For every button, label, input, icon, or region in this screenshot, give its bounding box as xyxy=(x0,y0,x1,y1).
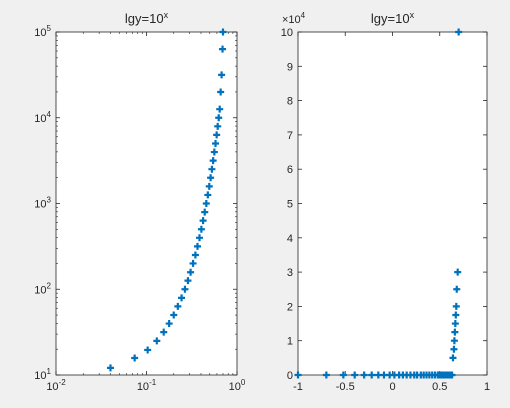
data-point xyxy=(144,346,152,354)
data-point xyxy=(217,88,225,96)
data-point xyxy=(219,28,227,36)
data-point xyxy=(204,191,212,199)
chart-title: lgy=10x xyxy=(371,10,415,26)
y-tick-label: 8 xyxy=(287,96,293,108)
data-point xyxy=(339,371,347,379)
data-point xyxy=(207,174,215,182)
data-point xyxy=(451,328,459,336)
data-point xyxy=(197,225,205,233)
x-tick-label: -0.5 xyxy=(336,381,355,393)
y-tick-label: 1 xyxy=(287,336,293,348)
x-tick-label: 0.5 xyxy=(432,381,447,393)
y-tick-label: 10 xyxy=(281,27,293,39)
y-tick-label: 0 xyxy=(287,370,293,382)
data-point xyxy=(212,139,220,147)
data-point xyxy=(187,268,195,276)
data-point xyxy=(216,105,224,113)
data-point xyxy=(210,148,218,156)
data-point xyxy=(368,371,376,379)
data-point xyxy=(219,45,227,53)
data-point xyxy=(351,371,359,379)
y-tick-label: 105 xyxy=(34,24,51,39)
y-tick-label: 103 xyxy=(34,196,51,211)
y-tick-label: 102 xyxy=(34,281,51,296)
data-point xyxy=(106,364,114,372)
data-point xyxy=(165,320,173,328)
data-point xyxy=(213,131,221,139)
y-tick-label: 104 xyxy=(34,110,51,125)
data-point xyxy=(453,285,461,293)
data-point xyxy=(322,371,330,379)
x-tick-label: 1 xyxy=(484,381,490,393)
data-point xyxy=(193,242,201,250)
chart-1: lgy=10x 10-2 10-1 100 101 102 103 104 105 xyxy=(34,10,246,393)
y-tick-label: 5 xyxy=(287,199,293,211)
x-tick-label: -1 xyxy=(293,381,303,393)
data-point xyxy=(452,302,460,310)
series-1 xyxy=(294,28,463,379)
y-tick-label: 101 xyxy=(34,367,51,382)
data-point xyxy=(448,371,456,379)
plot-area xyxy=(55,31,238,376)
data-point xyxy=(208,165,216,173)
data-point xyxy=(218,71,226,79)
data-point xyxy=(215,114,223,122)
x-tick-label: 10-1 xyxy=(137,378,157,393)
y-tick-label: 3 xyxy=(287,267,293,279)
data-point xyxy=(205,182,213,190)
data-point xyxy=(184,277,192,285)
data-point xyxy=(449,354,457,362)
x-tick-label: 0 xyxy=(389,381,395,393)
data-point xyxy=(214,122,222,130)
data-point xyxy=(131,354,139,362)
data-point xyxy=(160,328,168,336)
data-point xyxy=(450,345,458,353)
y-tick-label: 2 xyxy=(287,301,293,313)
y-tick-label: 7 xyxy=(287,130,293,142)
series-1 xyxy=(106,28,227,372)
y-multiplier-label: ×104 xyxy=(282,11,306,26)
data-point xyxy=(170,311,178,319)
chart-title: lgy=10x xyxy=(125,10,169,26)
x-tick-label: 10-2 xyxy=(46,378,66,393)
data-point xyxy=(189,259,197,267)
data-point xyxy=(360,371,368,379)
data-point xyxy=(294,371,302,379)
data-point xyxy=(455,28,463,36)
data-point xyxy=(209,157,217,165)
data-point xyxy=(451,320,459,328)
data-point xyxy=(452,311,460,319)
data-point xyxy=(199,217,207,225)
data-point xyxy=(178,294,186,302)
y-tick-label: 6 xyxy=(287,164,293,176)
data-point xyxy=(201,208,209,216)
x-tick-label: 100 xyxy=(229,378,246,393)
data-point xyxy=(454,268,462,276)
data-point xyxy=(191,251,199,259)
data-point xyxy=(202,200,210,207)
y-tick-label: 4 xyxy=(287,233,293,245)
data-point xyxy=(153,337,161,345)
data-point xyxy=(195,234,203,242)
y-tick-label: 9 xyxy=(287,61,293,73)
data-point xyxy=(181,285,189,293)
data-point xyxy=(174,302,182,310)
data-point xyxy=(450,337,458,345)
